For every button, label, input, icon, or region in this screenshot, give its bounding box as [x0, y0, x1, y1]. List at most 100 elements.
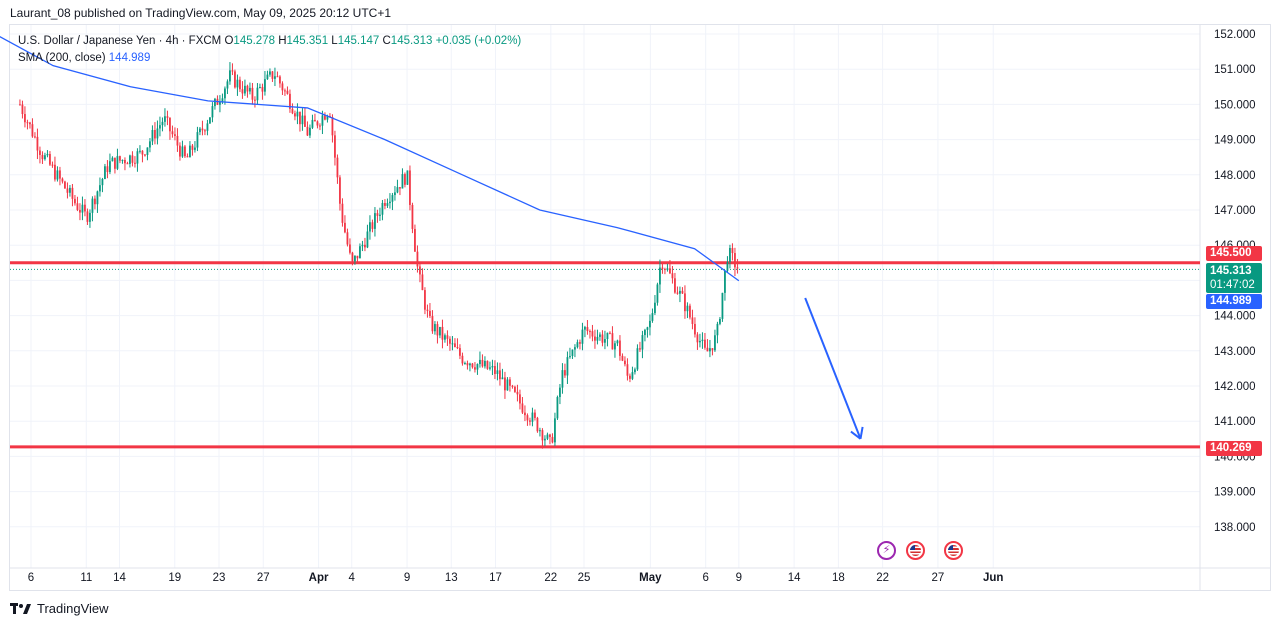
- candle-body: [439, 326, 441, 336]
- us-flag-icon[interactable]: [944, 541, 963, 560]
- candle-body: [614, 343, 616, 350]
- candle-body: [684, 293, 686, 312]
- candle-body: [49, 153, 51, 165]
- candle-body: [294, 113, 296, 117]
- candle-body: [76, 203, 79, 210]
- candle-body: [326, 115, 329, 120]
- y-tick-label: 143.000: [1214, 346, 1256, 358]
- candle-body: [559, 387, 561, 398]
- candle-body: [249, 87, 251, 92]
- candle-body: [649, 320, 651, 328]
- candle-body: [609, 332, 611, 334]
- candle-body: [79, 209, 81, 213]
- symbol-name[interactable]: U.S. Dollar / Japanese Yen · 4h · FXCM: [18, 35, 222, 47]
- candle-body: [644, 329, 646, 336]
- candle-body: [189, 145, 191, 158]
- sma-line: [0, 35, 740, 282]
- candle-body: [166, 116, 169, 118]
- candle-body: [114, 157, 116, 169]
- tradingview-logo-icon: [10, 602, 31, 614]
- candle-body: [131, 155, 134, 163]
- open-label: O: [224, 35, 234, 47]
- candle-body: [449, 338, 451, 344]
- y-tick-label: 148.000: [1214, 170, 1256, 182]
- candle-body: [319, 125, 321, 127]
- candle-body: [316, 121, 319, 126]
- candle-body: [91, 198, 94, 213]
- candle-body: [526, 415, 529, 421]
- candle-body: [309, 127, 311, 136]
- candle-body: [46, 153, 49, 156]
- candle-body: [59, 170, 61, 179]
- candle-body: [56, 170, 59, 180]
- y-axis: 152.000 151.000 150.000 149.000 148.000 147.0…: [1214, 29, 1256, 534]
- candle-body: [401, 174, 404, 189]
- candle-body: [471, 363, 474, 368]
- candle-body: [711, 348, 714, 351]
- candle-body: [709, 348, 711, 352]
- candle-body: [369, 222, 371, 232]
- candle-body: [499, 370, 501, 380]
- candle-body: [94, 198, 96, 205]
- candle-body: [581, 329, 584, 344]
- candle-body: [706, 347, 709, 352]
- candle-body: [259, 86, 261, 88]
- x-tick-label: 25: [578, 572, 591, 584]
- candle-body: [459, 348, 461, 356]
- candle-body: [356, 255, 359, 259]
- candle-body: [429, 310, 431, 317]
- candle-body: [101, 179, 104, 186]
- sma-label: SMA (200, close): [18, 52, 106, 64]
- candle-body: [529, 420, 531, 422]
- x-tick-label: 27: [257, 572, 270, 584]
- candle-body: [164, 116, 166, 122]
- candle-body: [624, 360, 626, 365]
- candle-body: [571, 349, 574, 356]
- candle-body: [699, 341, 701, 343]
- candle-body: [501, 377, 504, 380]
- y-tick-label: 144.000: [1214, 311, 1256, 323]
- sma-price-tag: 144.989: [1206, 294, 1262, 309]
- candle-body: [586, 327, 589, 332]
- arrow-head: [859, 426, 864, 439]
- candle-body: [671, 273, 674, 279]
- x-tick-label: 6: [28, 572, 34, 584]
- candle-body: [24, 114, 26, 123]
- candle-body: [186, 156, 189, 158]
- candle-body: [169, 117, 171, 132]
- candle-body: [731, 248, 734, 254]
- candle-body: [206, 123, 209, 131]
- change-value: +0.035 (+0.02%): [435, 35, 522, 47]
- candle-body: [336, 157, 339, 178]
- candle-body: [104, 166, 106, 180]
- candle-body: [286, 90, 289, 94]
- candle-body: [19, 104, 21, 106]
- candle-body: [686, 305, 689, 312]
- candle-body: [634, 369, 636, 373]
- lightning-icon[interactable]: ⚡: [877, 541, 896, 560]
- candle-body: [279, 76, 281, 84]
- candle-body: [146, 147, 149, 155]
- candle-body: [176, 135, 179, 146]
- candle-body: [349, 244, 351, 253]
- y-tick-label: 149.000: [1214, 135, 1256, 147]
- publisher-caption: Laurant_08 published on TradingView.com,…: [10, 6, 392, 20]
- candle-body: [641, 335, 644, 350]
- candle-body: [719, 318, 721, 324]
- y-tick-label: 152.000: [1214, 29, 1256, 41]
- candle-body: [284, 90, 286, 92]
- candle-body: [456, 347, 459, 349]
- candle-body: [196, 132, 199, 148]
- candle-body: [461, 355, 464, 364]
- candle-body: [231, 70, 234, 72]
- tradingview-logo[interactable]: TradingView: [10, 601, 109, 616]
- candle-body: [339, 177, 341, 204]
- candle-body: [219, 101, 221, 105]
- us-flag-icon[interactable]: [906, 541, 925, 560]
- candle-body: [301, 115, 304, 125]
- candle-body: [426, 309, 429, 311]
- sma-legend[interactable]: SMA (200, close) 144.989: [18, 52, 150, 64]
- candle-body: [311, 119, 314, 128]
- candle-body: [516, 391, 519, 395]
